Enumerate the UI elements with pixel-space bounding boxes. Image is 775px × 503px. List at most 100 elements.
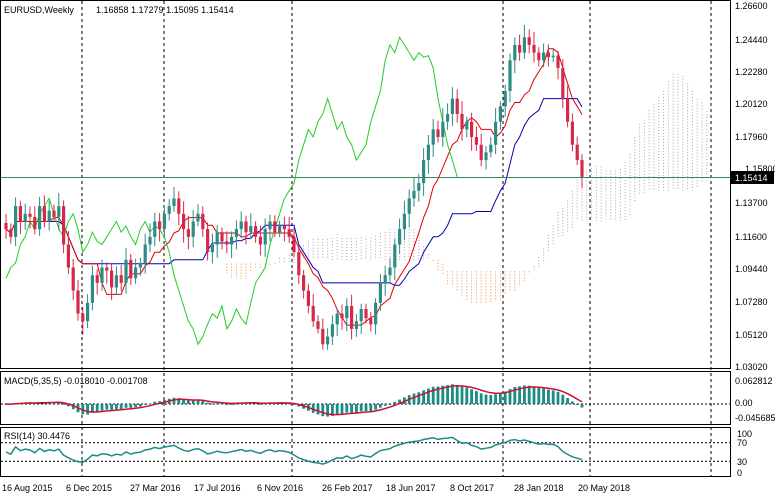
candle-body bbox=[158, 221, 162, 230]
macd-bar bbox=[575, 404, 579, 405]
macd-bar bbox=[455, 384, 459, 404]
candlesticks bbox=[4, 24, 584, 350]
macd-bar bbox=[393, 401, 397, 404]
candle-body bbox=[570, 121, 574, 145]
macd-bar bbox=[124, 404, 128, 408]
time-tick: 8 Oct 2017 bbox=[450, 483, 494, 493]
candle-body bbox=[465, 121, 469, 130]
rsi-tick: 70 bbox=[737, 438, 747, 448]
macd-panel[interactable] bbox=[0, 371, 731, 425]
macd-bar bbox=[513, 386, 517, 404]
candle-body bbox=[167, 206, 171, 214]
macd-bar bbox=[191, 400, 195, 404]
candle-body bbox=[71, 267, 75, 291]
candle-body bbox=[522, 37, 526, 53]
macd-bar bbox=[211, 403, 214, 405]
macd-bar bbox=[561, 394, 565, 404]
candle-body bbox=[9, 229, 13, 237]
rsi-indicator bbox=[1, 436, 730, 465]
candle-body bbox=[393, 244, 397, 268]
macd-bar bbox=[451, 384, 454, 404]
candle-body bbox=[14, 206, 18, 237]
candle-body bbox=[383, 275, 387, 283]
macd-indicator bbox=[1, 384, 730, 417]
candle-body bbox=[508, 60, 512, 91]
candle-body bbox=[407, 198, 411, 214]
candle-body bbox=[254, 226, 258, 237]
macd-bar bbox=[446, 385, 449, 404]
candle-body bbox=[258, 236, 262, 245]
price-tick: 1.26600 bbox=[735, 1, 768, 11]
macd-bar bbox=[172, 397, 176, 404]
candle-body bbox=[86, 302, 90, 322]
candle-body bbox=[551, 55, 555, 58]
macd-label: MACD(5,35,5) -0.018010 -0.001708 bbox=[4, 376, 148, 386]
candle-body bbox=[426, 144, 430, 161]
candle-body bbox=[234, 229, 238, 237]
rsi-line bbox=[5, 436, 583, 465]
candle-body bbox=[292, 236, 296, 253]
candle-body bbox=[311, 305, 315, 322]
vertical-grid bbox=[81, 1, 712, 476]
candle-body bbox=[369, 318, 373, 325]
price-tick: 1.15800 bbox=[745, 164, 775, 174]
candle-body bbox=[532, 44, 536, 53]
price-tick: 1.09440 bbox=[735, 264, 768, 274]
candle-body bbox=[90, 275, 94, 303]
candle-body bbox=[282, 226, 286, 230]
candle-body bbox=[575, 144, 579, 161]
macd-bar bbox=[119, 404, 123, 410]
macd-tick: -0.045685 bbox=[735, 413, 775, 423]
macd-bar bbox=[369, 404, 373, 412]
price-tick: 1.24440 bbox=[735, 35, 768, 45]
macd-bar bbox=[494, 394, 497, 404]
macd-bar bbox=[86, 404, 89, 415]
macd-bar bbox=[187, 400, 190, 404]
macd-bar bbox=[134, 404, 137, 408]
candle-body bbox=[42, 206, 46, 222]
candle-body bbox=[76, 290, 80, 314]
candle-body bbox=[81, 313, 85, 322]
macd-bar bbox=[374, 404, 377, 410]
candle-body bbox=[244, 221, 248, 233]
candle-body bbox=[580, 160, 584, 177]
candle-body bbox=[460, 113, 464, 130]
time-tick: 17 Jul 2016 bbox=[194, 483, 241, 493]
candle-body bbox=[297, 252, 301, 276]
rsi-panel[interactable] bbox=[0, 427, 731, 477]
macd-bar bbox=[129, 404, 133, 408]
candle-body bbox=[143, 244, 147, 263]
macd-bar bbox=[331, 404, 334, 416]
candle-body bbox=[345, 305, 349, 319]
macd-bar bbox=[287, 403, 291, 405]
macd-bar bbox=[431, 386, 435, 404]
candle-body bbox=[354, 321, 358, 329]
macd-bar bbox=[460, 386, 464, 404]
candle-body bbox=[148, 236, 152, 245]
candle-body bbox=[278, 226, 282, 233]
candle-body bbox=[359, 308, 363, 322]
candle-body bbox=[186, 229, 190, 237]
macd-bar bbox=[508, 389, 512, 404]
candle-body bbox=[287, 229, 291, 237]
macd-bar bbox=[422, 390, 425, 404]
candle-body bbox=[513, 44, 517, 61]
candle-body bbox=[110, 270, 114, 288]
macd-bar bbox=[215, 403, 219, 405]
candle-body bbox=[177, 198, 181, 214]
macd-bar bbox=[335, 404, 339, 415]
candle-body bbox=[210, 244, 214, 253]
candle-body bbox=[446, 113, 450, 122]
candle-body bbox=[273, 221, 277, 233]
macd-bar bbox=[479, 393, 483, 404]
candle-body bbox=[196, 213, 200, 222]
chikou-line bbox=[5, 36, 458, 346]
candle-body bbox=[455, 98, 459, 114]
candle-body bbox=[182, 213, 186, 230]
candle-body bbox=[388, 267, 392, 276]
macd-bar bbox=[484, 394, 488, 404]
macd-bar bbox=[177, 398, 181, 404]
time-tick: 28 Jan 2018 bbox=[514, 483, 564, 493]
macd-bar bbox=[499, 392, 502, 404]
